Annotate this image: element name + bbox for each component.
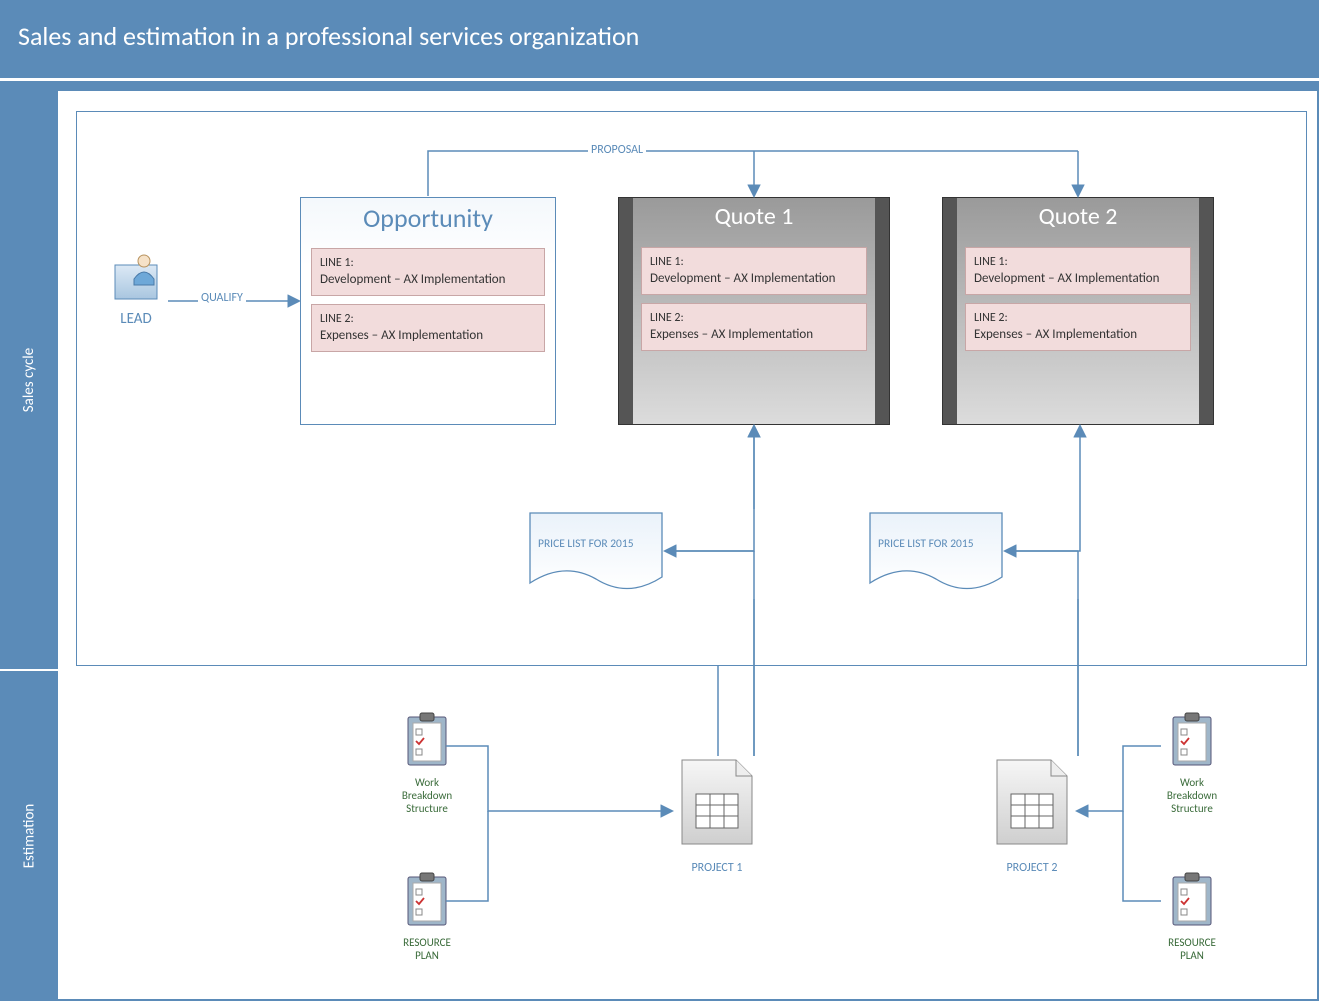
quote1-title: Quote 1 bbox=[619, 198, 889, 239]
rp1-label: RESOURCE PLAN bbox=[398, 936, 456, 962]
project1-label: PROJECT 1 bbox=[673, 861, 761, 875]
pricelist1: PRICE LIST FOR 2015 bbox=[528, 511, 664, 595]
wbs1-node: Work Breakdown Structure bbox=[398, 711, 456, 816]
clipboard-icon bbox=[404, 871, 450, 927]
swimlane-sales: Sales cycle bbox=[20, 348, 38, 412]
lead-icon bbox=[110, 251, 162, 301]
project1-node: PROJECT 1 bbox=[673, 756, 761, 875]
rp1-node: RESOURCE PLAN bbox=[398, 871, 456, 962]
swimlane-estimation: Estimation bbox=[20, 804, 38, 869]
opp-line2: LINE 2: Expenses – AX Implementation bbox=[311, 304, 545, 352]
rp2-label: RESOURCE PLAN bbox=[1163, 936, 1221, 962]
pricelist1-label: PRICE LIST FOR 2015 bbox=[538, 537, 656, 551]
rp2-node: RESOURCE PLAN bbox=[1163, 871, 1221, 962]
clipboard-icon bbox=[1169, 711, 1215, 767]
lead-label: LEAD bbox=[106, 310, 166, 328]
edge-proposal-label: PROPOSAL bbox=[588, 143, 646, 157]
clipboard-icon bbox=[404, 711, 450, 767]
pricelist2-label: PRICE LIST FOR 2015 bbox=[878, 537, 996, 551]
edge-qualify-label: QUALIFY bbox=[198, 291, 246, 305]
quote1-line1: LINE 1: Development – AX Implementation bbox=[641, 247, 867, 295]
quote2-title: Quote 2 bbox=[943, 198, 1213, 239]
spreadsheet-icon bbox=[678, 756, 756, 848]
wbs1-label: Work Breakdown Structure bbox=[398, 776, 456, 816]
clipboard-icon bbox=[1169, 871, 1215, 927]
quote1-box: Quote 1 LINE 1: Development – AX Impleme… bbox=[618, 197, 890, 425]
wbs2-label: Work Breakdown Structure bbox=[1163, 776, 1221, 816]
pricelist2: PRICE LIST FOR 2015 bbox=[868, 511, 1004, 595]
project2-node: PROJECT 2 bbox=[988, 756, 1076, 875]
document-icon bbox=[528, 511, 664, 595]
opportunity-box: Opportunity LINE 1: Development – AX Imp… bbox=[300, 197, 556, 425]
quote2-line1: LINE 1: Development – AX Implementation bbox=[965, 247, 1191, 295]
opp-line1: LINE 1: Development – AX Implementation bbox=[311, 248, 545, 296]
quote2-line2: LINE 2: Expenses – AX Implementation bbox=[965, 303, 1191, 351]
quote1-line2: LINE 2: Expenses – AX Implementation bbox=[641, 303, 867, 351]
diagram-main: Sales cycle Estimation LEAD Opportunity bbox=[0, 91, 1319, 1001]
document-icon bbox=[868, 511, 1004, 595]
opportunity-title: Opportunity bbox=[301, 198, 555, 240]
swimlane-labels: Sales cycle Estimation bbox=[0, 91, 58, 1001]
quote2-box: Quote 2 LINE 1: Development – AX Impleme… bbox=[942, 197, 1214, 425]
wbs2-node: Work Breakdown Structure bbox=[1163, 711, 1221, 816]
project2-label: PROJECT 2 bbox=[988, 861, 1076, 875]
lead-node: LEAD bbox=[106, 251, 166, 328]
page-title: Sales and estimation in a professional s… bbox=[0, 0, 1319, 78]
diagram-canvas: LEAD Opportunity LINE 1: Development – A… bbox=[58, 91, 1319, 1001]
spreadsheet-icon bbox=[993, 756, 1071, 848]
